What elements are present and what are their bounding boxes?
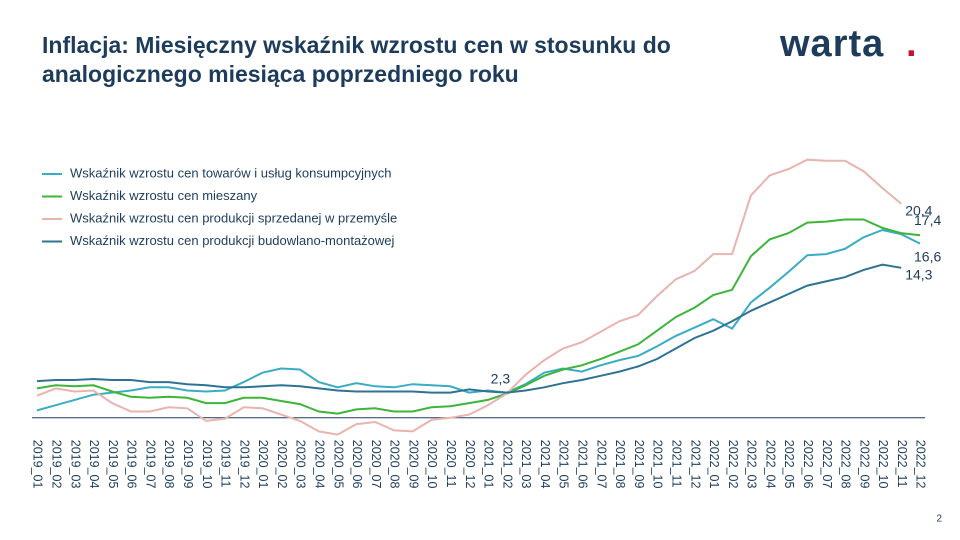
legend-label: Wskaźnik wzrostu cen produkcji sprzedane… bbox=[70, 210, 397, 225]
x-tick-label: 2019_04 bbox=[87, 440, 101, 489]
x-tick-label: 2022_03 bbox=[745, 440, 759, 489]
x-tick-label: 2019_02 bbox=[49, 440, 63, 489]
x-tick-label: 2019_08 bbox=[162, 440, 176, 489]
data-label: 2,3 bbox=[491, 370, 511, 386]
x-tick-label: 2021_02 bbox=[500, 440, 514, 489]
x-tick-label: 2020_03 bbox=[294, 440, 308, 489]
x-tick-label: 2019_10 bbox=[200, 440, 214, 489]
x-tick-label: 2019_05 bbox=[106, 440, 120, 489]
data-label: 17,4 bbox=[914, 212, 941, 228]
x-tick-label: 2022_06 bbox=[801, 440, 815, 489]
x-tick-label: 2021_04 bbox=[538, 440, 552, 489]
title-line: Inflacja: Miesięczny wskaźnik wzrostu ce… bbox=[42, 32, 671, 58]
x-tick-label: 2020_04 bbox=[313, 440, 327, 489]
series-line bbox=[36, 218, 921, 415]
x-tick-label: 2020_06 bbox=[350, 440, 364, 489]
data-label: 16,6 bbox=[914, 248, 941, 264]
x-tick-label: 2021_05 bbox=[557, 440, 571, 489]
page-number: 2 bbox=[936, 514, 942, 525]
x-tick-label: 2021_01 bbox=[482, 440, 496, 489]
x-tick-label: 2021_11 bbox=[669, 440, 683, 488]
x-tick-label: 2019_06 bbox=[125, 440, 139, 489]
x-tick-label: 2020_05 bbox=[331, 440, 345, 489]
x-tick-label: 2021_12 bbox=[688, 440, 702, 489]
x-tick-label: 2019_09 bbox=[181, 440, 195, 489]
x-tick-label: 2020_11 bbox=[444, 440, 458, 488]
x-tick-label: 2022_12 bbox=[914, 440, 928, 489]
logo: warta bbox=[779, 23, 884, 65]
x-tick-label: 2019_01 bbox=[31, 440, 45, 489]
x-tick-label: 2022_10 bbox=[876, 440, 890, 489]
x-tick-label: 2022_05 bbox=[782, 440, 796, 489]
legend-label: Wskaźnik wzrostu cen produkcji budowlano… bbox=[70, 233, 395, 248]
x-tick-label: 2022_02 bbox=[726, 440, 740, 489]
x-tick-label: 2020_10 bbox=[425, 440, 439, 489]
x-tick-label: 2021_09 bbox=[632, 440, 646, 489]
x-tick-label: 2019_11 bbox=[219, 440, 233, 488]
x-tick-label: 2020_08 bbox=[388, 440, 402, 489]
x-tick-label: 2020_12 bbox=[463, 440, 477, 489]
title-line: analogicznego miesiąca poprzedniego roku bbox=[42, 61, 519, 87]
x-tick-label: 2020_09 bbox=[406, 440, 420, 489]
data-label: 14,3 bbox=[905, 266, 932, 282]
x-tick-label: 2019_12 bbox=[237, 440, 251, 489]
x-tick-label: 2022_04 bbox=[763, 440, 777, 489]
x-tick-label: 2021_08 bbox=[613, 440, 627, 489]
x-tick-label: 2020_01 bbox=[256, 440, 270, 489]
series-line bbox=[36, 263, 902, 394]
data-label: 20,4 bbox=[905, 202, 932, 218]
legend-label: Wskaźnik wzrostu cen towarów i usług kon… bbox=[70, 165, 392, 180]
legend-label: Wskaźnik wzrostu cen mieszany bbox=[70, 188, 258, 203]
series-line bbox=[36, 158, 902, 436]
x-tick-label: 2022_01 bbox=[707, 440, 721, 489]
x-tick-label: 2022_11 bbox=[895, 440, 909, 488]
x-tick-label: 2021_03 bbox=[519, 440, 533, 489]
x-tick-label: 2020_02 bbox=[275, 440, 289, 489]
x-tick-label: 2022_09 bbox=[857, 440, 871, 489]
series-line bbox=[36, 228, 921, 412]
x-tick-label: 2021_07 bbox=[594, 440, 608, 489]
x-tick-label: 2022_07 bbox=[820, 440, 834, 489]
x-tick-label: 2021_10 bbox=[651, 440, 665, 489]
x-tick-label: 2019_03 bbox=[68, 440, 82, 489]
x-tick-label: 2019_07 bbox=[143, 440, 157, 489]
x-tick-label: 2021_06 bbox=[576, 440, 590, 489]
x-tick-label: 2022_08 bbox=[839, 440, 853, 489]
logo-dot: . bbox=[906, 23, 917, 65]
x-tick-label: 2020_07 bbox=[369, 440, 383, 489]
